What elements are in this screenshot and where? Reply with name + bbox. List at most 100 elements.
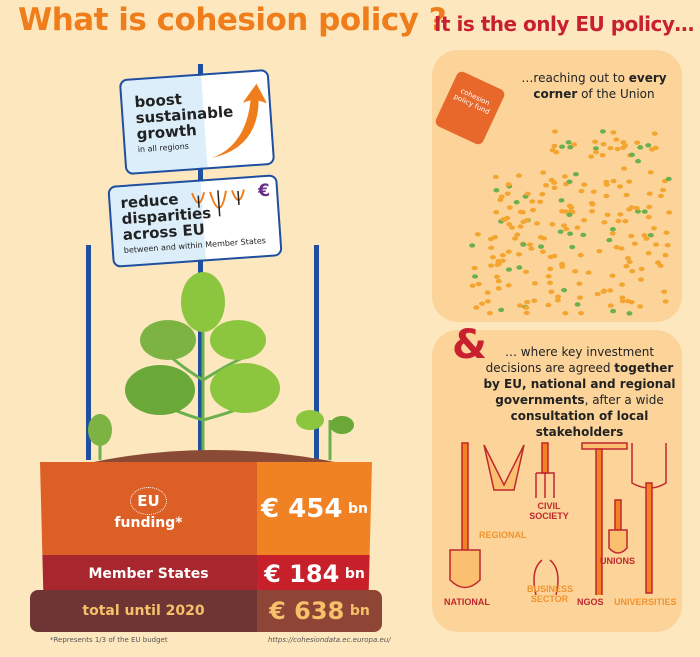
map-seed: [567, 231, 574, 236]
map-seed: [505, 283, 512, 288]
map-seed: [581, 182, 588, 187]
map-seed: [530, 207, 537, 213]
map-seed: [540, 170, 547, 175]
map-seed: [554, 298, 561, 303]
map-seed: [613, 137, 620, 142]
unit: bn: [348, 500, 368, 517]
map-seed: [609, 273, 616, 278]
map-seed: [488, 245, 495, 251]
euro-icon: €: [257, 180, 271, 202]
map-seed: [607, 145, 614, 151]
map-seed: [593, 149, 600, 155]
map-seed: [634, 140, 641, 145]
map-seed: [581, 217, 588, 223]
map-seed: [623, 192, 630, 198]
map-seed: [631, 241, 638, 246]
map-seed: [499, 258, 506, 264]
map-seed: [493, 188, 500, 193]
map-seed: [551, 129, 558, 134]
map-seed: [647, 170, 654, 175]
map-seed: [516, 265, 523, 270]
sign-disparities: reduce disparities across EU between and…: [107, 174, 283, 268]
map-seed: [562, 311, 569, 316]
map-seed: [607, 303, 614, 308]
map-seed: [504, 191, 511, 196]
map-seed: [603, 193, 610, 199]
garden-tools-illustration: [449, 442, 667, 595]
map-seed: [506, 222, 513, 227]
map-seed: [491, 234, 498, 240]
map-seed: [523, 305, 530, 310]
map-seed: [578, 188, 585, 194]
map-seed: [561, 174, 568, 179]
partnership-text: … where key investment decisions are agr…: [483, 345, 676, 439]
map-seed: [475, 281, 482, 287]
total-bar: total until 2020 € 638 bn: [30, 590, 382, 632]
map-seed: [596, 248, 603, 254]
map-seed: [607, 288, 614, 293]
map-seed: [494, 274, 501, 279]
map-seed: [606, 237, 613, 243]
map-seed: [657, 193, 664, 199]
map-seed: [492, 174, 499, 180]
map-seed: [517, 224, 524, 229]
map-seed: [539, 191, 546, 197]
panel-partnership: & … where key investment decisions are a…: [432, 322, 682, 632]
total-value: € 638 bn: [257, 590, 382, 632]
map-seed: [553, 150, 560, 155]
map-seed: [498, 307, 505, 313]
map-seed: [529, 199, 536, 204]
map-seed: [562, 209, 569, 214]
map-seed: [515, 173, 522, 178]
map-seed: [626, 179, 633, 184]
map-seed: [645, 250, 652, 256]
map-seed: [619, 282, 626, 287]
pitchfork-icon: [631, 443, 667, 489]
funding-pot: EU funding* € 454 bn Member States € 184…: [40, 462, 372, 592]
map-seed: [538, 244, 545, 249]
map-seed: [505, 182, 512, 187]
map-seed: [488, 263, 495, 268]
map-seed: [609, 226, 616, 232]
map-seed: [590, 189, 597, 194]
map-seed: [566, 179, 573, 184]
map-seed: [626, 259, 633, 265]
map-seed: [495, 286, 502, 291]
map-seed: [574, 225, 581, 230]
map-seed: [645, 214, 652, 220]
map-seed: [547, 280, 554, 286]
map-seed: [625, 256, 632, 261]
map-seed: [617, 212, 624, 217]
map-seed: [524, 218, 531, 223]
map-seed: [601, 220, 608, 225]
map-seed: [548, 289, 555, 294]
footnote: *Represents 1/3 of the EU budget: [50, 636, 168, 644]
map-seed: [551, 185, 558, 190]
map-seed: [618, 246, 625, 251]
source-link[interactable]: https://cohesiondata.ec.europa.eu/: [268, 636, 391, 644]
map-seed: [638, 277, 645, 282]
map-seed: [547, 266, 554, 272]
map-seed: [516, 252, 523, 257]
map-seed: [572, 269, 579, 274]
pruner-icon: [533, 559, 559, 595]
map-seed: [666, 210, 673, 215]
eu-stars-icon: EU: [130, 486, 167, 515]
sign-growth: boost sustainable growth in all regions: [118, 68, 276, 176]
map-seed: [566, 212, 573, 218]
map-seed: [548, 177, 555, 183]
map-seed: [594, 291, 601, 297]
map-seed: [599, 129, 606, 134]
map-seed: [571, 142, 578, 147]
map-seed: [495, 258, 502, 264]
map-seed: [633, 205, 640, 211]
map-seed: [489, 254, 496, 260]
map-seed: [528, 246, 535, 251]
stakeholder-regional: REGIONAL: [479, 530, 527, 540]
map-seed: [505, 267, 512, 272]
map-seed: [519, 210, 526, 215]
map-seed: [469, 243, 476, 248]
page-title: What is cohesion policy ?: [18, 2, 447, 38]
pole-left: [86, 245, 91, 460]
map-seed: [523, 310, 530, 316]
